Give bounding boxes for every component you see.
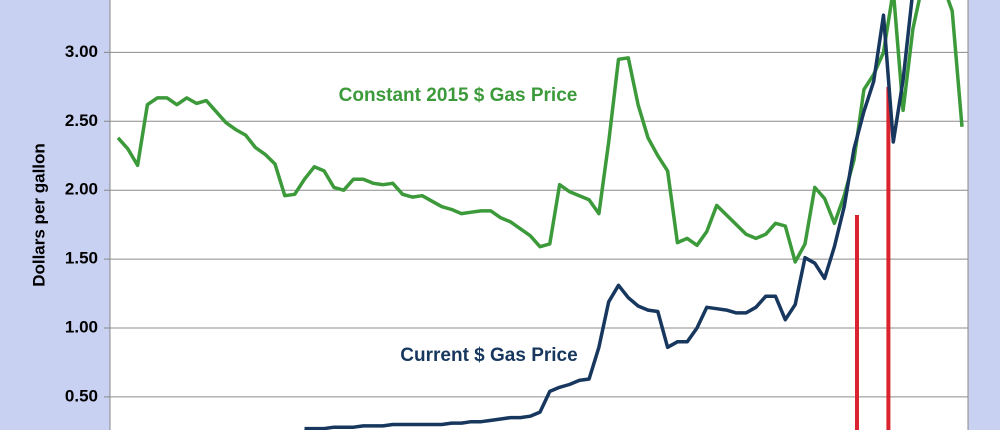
y-tick-label: 2.00 xyxy=(65,180,98,199)
series-label: Current $ Gas Price xyxy=(400,345,577,366)
series-label: Constant 2015 $ Gas Price xyxy=(339,85,578,106)
y-axis-label: Dollars per gallon xyxy=(29,143,48,287)
marks xyxy=(116,0,964,430)
y-tick-label: 0.50 xyxy=(65,386,98,405)
plot-area xyxy=(109,0,969,430)
grid xyxy=(104,51,968,398)
y-tick-label: 2.50 xyxy=(65,111,98,130)
series-line xyxy=(304,0,914,430)
series-line xyxy=(116,0,964,264)
y-tick-label: 3.00 xyxy=(65,42,98,61)
y-tick-label: 1.00 xyxy=(65,317,98,336)
y-tick-label: 1.50 xyxy=(65,249,98,268)
